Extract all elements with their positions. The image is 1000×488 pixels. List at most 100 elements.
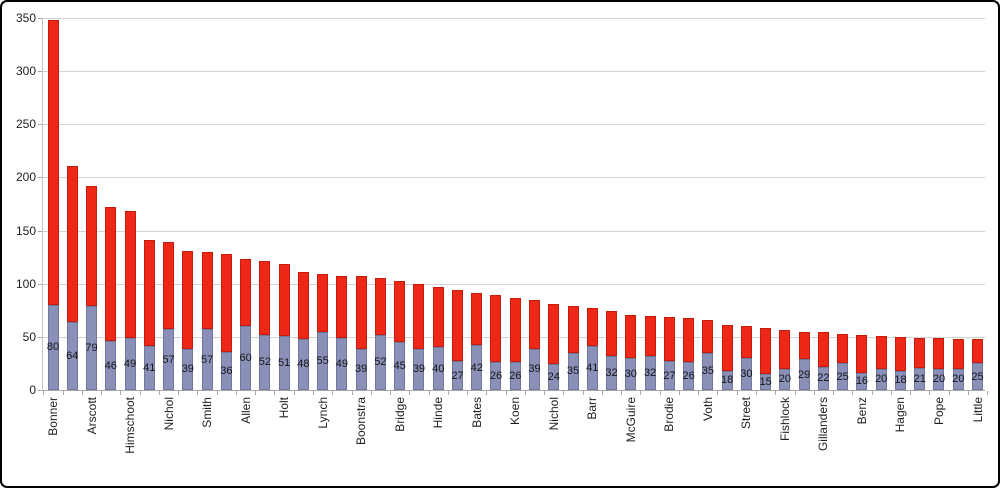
bar-arscott-base-segment (86, 306, 98, 390)
x-tick-mark-47 (948, 391, 950, 395)
value-label-fishlock: 20 (778, 373, 792, 386)
gridline-100 (42, 283, 985, 285)
bar-unlabeled-4-base-segment (105, 341, 117, 390)
value-label-hinde: 40 (432, 362, 445, 375)
value-label-gillanders: 22 (817, 372, 830, 385)
value-label-himschoot: 49 (123, 357, 137, 370)
value-label-barr: 41 (586, 362, 599, 375)
bar-koen-top-segment (509, 297, 521, 363)
value-label-unlabeled-6: 41 (143, 362, 156, 375)
x-tick-mark-4 (120, 391, 122, 395)
x-tick-mark-46 (929, 391, 931, 395)
bar-unlabeled-40-base-segment (798, 359, 810, 390)
value-label-unlabeled-46: 21 (913, 372, 926, 385)
value-label-unlabeled-8: 39 (181, 363, 194, 376)
value-label-allen: 60 (239, 352, 252, 365)
bar-fishlock-base-segment (779, 368, 791, 390)
bar-fishlock-top-segment (779, 330, 791, 369)
bar-unlabeled-42-top-segment (837, 333, 849, 364)
bar-street-top-segment (740, 326, 752, 359)
bar-smith-top-segment (201, 251, 213, 330)
bar-unlabeled-22-top-segment (451, 290, 463, 362)
bar-unlabeled-44-top-segment (875, 335, 887, 369)
x-axis-label-gillanders: Gillanders (816, 397, 831, 452)
bar-unlabeled-18-top-segment (374, 278, 386, 335)
bar-boonstra-top-segment (355, 276, 367, 349)
bar-hinde-top-segment (432, 286, 444, 348)
value-label-bridge: 45 (393, 360, 406, 373)
value-label-nichol: 24 (547, 371, 560, 384)
bar-little-base-segment (972, 363, 983, 390)
value-label-boonstra: 39 (355, 363, 368, 376)
value-label-unlabeled-18: 52 (374, 356, 387, 369)
value-label-street: 30 (740, 368, 753, 381)
x-tick-mark-9 (216, 391, 218, 395)
x-axis-label-lynch: Lynch (315, 397, 330, 429)
bar-unlabeled-26-top-segment (529, 299, 540, 349)
y-tick-label-50: 50 (22, 329, 36, 344)
bar-unlabeled-12-top-segment (259, 261, 271, 335)
bar-nichol-top-segment (163, 242, 175, 330)
x-tick-mark-42 (852, 391, 854, 395)
value-label-brodie: 27 (663, 369, 676, 382)
y-tick-mark-200 (38, 177, 42, 179)
x-tick-mark-48 (967, 391, 969, 395)
bar-hagen-top-segment (894, 336, 906, 371)
bar-gillanders-base-segment (817, 366, 829, 390)
bar-unlabeled-18-base-segment (374, 334, 386, 390)
gridline-300 (42, 71, 985, 73)
value-label-hagen: 18 (894, 374, 907, 387)
bar-unlabeled-16-top-segment (336, 276, 348, 338)
value-label-unlabeled-40: 29 (798, 368, 811, 381)
value-label-unlabeled-14: 48 (297, 358, 310, 371)
value-label-arscott: 79 (85, 342, 98, 355)
bar-unlabeled-14-base-segment (297, 338, 309, 390)
value-label-benz: 16 (855, 375, 869, 388)
bar-nichol-base-segment (548, 364, 560, 390)
bar-unlabeled-32-top-segment (644, 315, 656, 356)
x-tick-mark-1 (62, 391, 64, 395)
bar-unlabeled-8-top-segment (182, 250, 194, 349)
y-tick-label-200: 200 (15, 170, 36, 185)
y-tick-label-100: 100 (15, 276, 36, 291)
x-tick-mark-34 (698, 391, 700, 395)
value-label-unlabeled-32: 32 (643, 366, 657, 379)
bar-little-top-segment (972, 338, 983, 364)
bar-bates-base-segment (471, 345, 483, 390)
bar-unlabeled-36-base-segment (721, 370, 733, 390)
bar-unlabeled-16-base-segment (336, 337, 348, 390)
bar-brodie-top-segment (663, 316, 675, 362)
x-tick-mark-45 (910, 391, 912, 395)
x-tick-mark-43 (871, 391, 873, 395)
bar-unlabeled-6-top-segment (143, 240, 155, 347)
bar-lynch-base-segment (317, 331, 329, 390)
bar-unlabeled-10-base-segment (220, 351, 232, 390)
value-label-unlabeled-28: 35 (566, 365, 580, 378)
bar-nichol-base-segment (163, 329, 175, 390)
x-tick-mark-24 (505, 391, 507, 395)
x-axis-label-barr: Barr (585, 397, 600, 420)
value-label-lynch: 55 (316, 354, 329, 367)
y-tick-mark-150 (38, 230, 42, 232)
x-axis-label-brodie: Brodie (662, 397, 677, 432)
value-label-unlabeled-2: 64 (66, 349, 79, 362)
value-label-unlabeled-26: 39 (528, 363, 541, 376)
bar-nichol-top-segment (548, 303, 560, 365)
y-tick-mark-50 (38, 336, 42, 338)
x-axis-label-benz: Benz (854, 397, 869, 425)
x-tick-mark-18 (390, 391, 392, 395)
x-tick-mark-38 (775, 391, 777, 395)
value-label-koen: 26 (509, 370, 522, 383)
bar-unlabeled-2-base-segment (66, 321, 78, 390)
bar-unlabeled-36-top-segment (721, 325, 733, 371)
bar-unlabeled-44-base-segment (875, 368, 887, 390)
x-tick-mark-7 (178, 391, 180, 395)
x-tick-mark-19 (409, 391, 411, 395)
y-tick-label-250: 250 (15, 117, 36, 132)
bar-unlabeled-4-top-segment (105, 207, 117, 342)
bar-benz-base-segment (856, 372, 868, 390)
bar-boonstra-base-segment (355, 348, 367, 390)
y-axis-line (42, 18, 43, 391)
bar-voth-top-segment (702, 319, 714, 353)
bar-unlabeled-48-top-segment (952, 338, 964, 369)
